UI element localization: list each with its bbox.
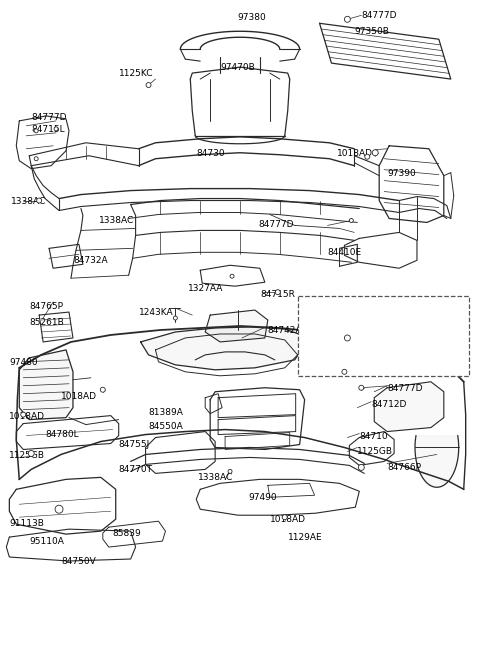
Text: 84710: 84710 [360,432,388,441]
Text: 84777D: 84777D [361,11,397,20]
Text: 84742A: 84742A [268,326,302,335]
Polygon shape [301,318,389,354]
Text: 1018AD: 1018AD [337,149,373,158]
Circle shape [54,127,58,131]
Circle shape [173,316,178,320]
Text: 84780L: 84780L [45,430,79,439]
Text: 1018AD: 1018AD [61,392,97,401]
Circle shape [358,464,364,470]
Text: 84765P: 84765P [29,302,63,311]
Polygon shape [205,310,268,342]
Polygon shape [141,327,310,370]
Circle shape [276,290,280,295]
Text: (W/SPEAKER-UP GRADE): (W/SPEAKER-UP GRADE) [322,302,445,311]
Polygon shape [415,436,459,487]
Circle shape [100,387,105,392]
Text: 81389A: 81389A [148,407,183,417]
Text: 84777D: 84777D [31,113,67,122]
Circle shape [36,198,42,203]
Text: 1129AE: 1129AE [288,533,323,542]
Circle shape [228,470,232,474]
Circle shape [344,16,350,22]
Text: 84715L: 84715L [31,125,65,134]
Circle shape [359,385,364,390]
Circle shape [21,412,26,417]
Circle shape [342,369,347,374]
Text: 91113B: 91113B [9,519,44,528]
Circle shape [28,451,34,457]
Text: 95110A: 95110A [29,537,64,546]
Text: 85261B: 85261B [29,318,64,327]
Text: 97490: 97490 [248,493,276,502]
Text: 85839: 85839 [113,529,142,538]
Circle shape [344,335,350,341]
Bar [298,296,468,376]
Text: 84766P: 84766P [387,464,421,472]
Text: 1338AC: 1338AC [12,196,47,206]
Text: 84755J: 84755J [119,440,150,449]
Circle shape [349,219,353,223]
Text: 84715R: 84715R [260,290,295,299]
Text: 84730: 84730 [196,149,225,158]
Circle shape [146,83,151,88]
Text: 97480: 97480 [9,358,38,367]
Circle shape [282,515,287,519]
Text: 84732A: 84732A [73,256,108,265]
Text: 84712D: 84712D [371,400,407,409]
Text: 84777D: 84777D [387,384,423,393]
Text: 84727C: 84727C [339,368,374,377]
Text: 1125GB: 1125GB [9,451,45,460]
Text: 1327AA: 1327AA [188,284,224,293]
Text: 97390: 97390 [387,169,416,178]
Polygon shape [374,382,444,432]
Text: 1243KA: 1243KA [139,308,173,317]
Text: 84550A: 84550A [148,422,183,430]
Circle shape [55,505,63,514]
Text: 1125GB: 1125GB [357,447,393,457]
Text: 84715U: 84715U [395,320,430,329]
Circle shape [372,150,378,156]
Text: 1125KC: 1125KC [119,69,153,78]
Circle shape [34,157,38,160]
Text: 1338AC: 1338AC [198,474,233,482]
Text: 84708: 84708 [395,306,424,315]
Circle shape [365,154,370,159]
Text: 84750V: 84750V [61,557,96,566]
Text: 97380: 97380 [238,13,266,22]
Text: 1338AC: 1338AC [99,216,134,225]
Polygon shape [19,350,73,420]
Text: 97470B: 97470B [220,63,255,72]
Circle shape [230,274,234,278]
Text: 84770T: 84770T [119,466,153,474]
Text: 84777D: 84777D [258,221,293,229]
Text: 97350B: 97350B [354,28,389,36]
Circle shape [34,129,38,133]
Text: 1018AD: 1018AD [9,411,45,421]
Text: 1018AD: 1018AD [270,515,306,524]
Text: 84410E: 84410E [327,248,361,257]
